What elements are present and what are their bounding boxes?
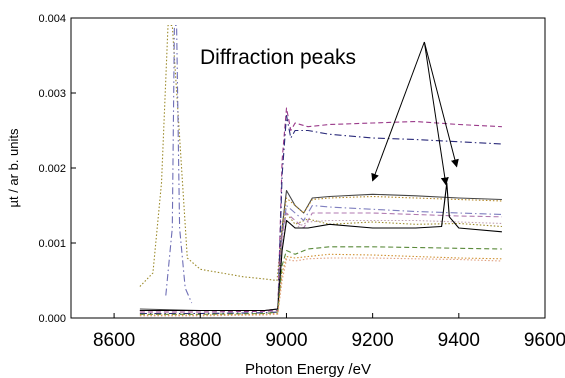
y-tick-label: 0.004 <box>38 13 66 25</box>
series-line-9 <box>139 219 502 312</box>
x-tick-label: 8800 <box>179 330 221 351</box>
series-line-2 <box>165 24 193 304</box>
series-line-12 <box>139 253 502 316</box>
series-line-10 <box>139 182 502 312</box>
series-layer <box>139 24 502 317</box>
x-axis-label: Photon Energy /eV <box>245 361 371 378</box>
x-tick-label: 9400 <box>438 330 480 351</box>
series-line-6 <box>139 195 502 312</box>
y-tick-label: 0.003 <box>38 88 66 100</box>
annotation-arrow <box>423 41 449 186</box>
series-line-4 <box>139 114 502 315</box>
series-line-11 <box>139 246 502 315</box>
series-line-5 <box>139 189 502 312</box>
annotation-arrow <box>423 41 459 168</box>
x-tick-label: 8600 <box>93 330 135 351</box>
x-tick-label: 9200 <box>351 330 393 351</box>
y-tick-label: 0.002 <box>38 163 66 175</box>
y-tick-label: 0.001 <box>38 238 66 250</box>
annotation-label: Diffraction peaks <box>200 46 356 69</box>
annotation-layer: Diffraction peaks <box>200 41 459 186</box>
series-line-3 <box>139 107 502 313</box>
y-tick-label: 0.000 <box>38 313 66 325</box>
x-tick-label: 9000 <box>265 330 307 351</box>
annotation-arrow <box>371 41 425 182</box>
series-line-8 <box>139 212 502 312</box>
series-line-13 <box>139 257 502 317</box>
x-tick-label: 9600 <box>524 330 565 351</box>
y-axis-label: µt / ar b. units <box>6 128 21 208</box>
series-line-1 <box>139 24 502 287</box>
tick-layer: 8600 8800 9000 9200 9400 9600 0.000 0.001 0.002 0… <box>38 13 565 351</box>
